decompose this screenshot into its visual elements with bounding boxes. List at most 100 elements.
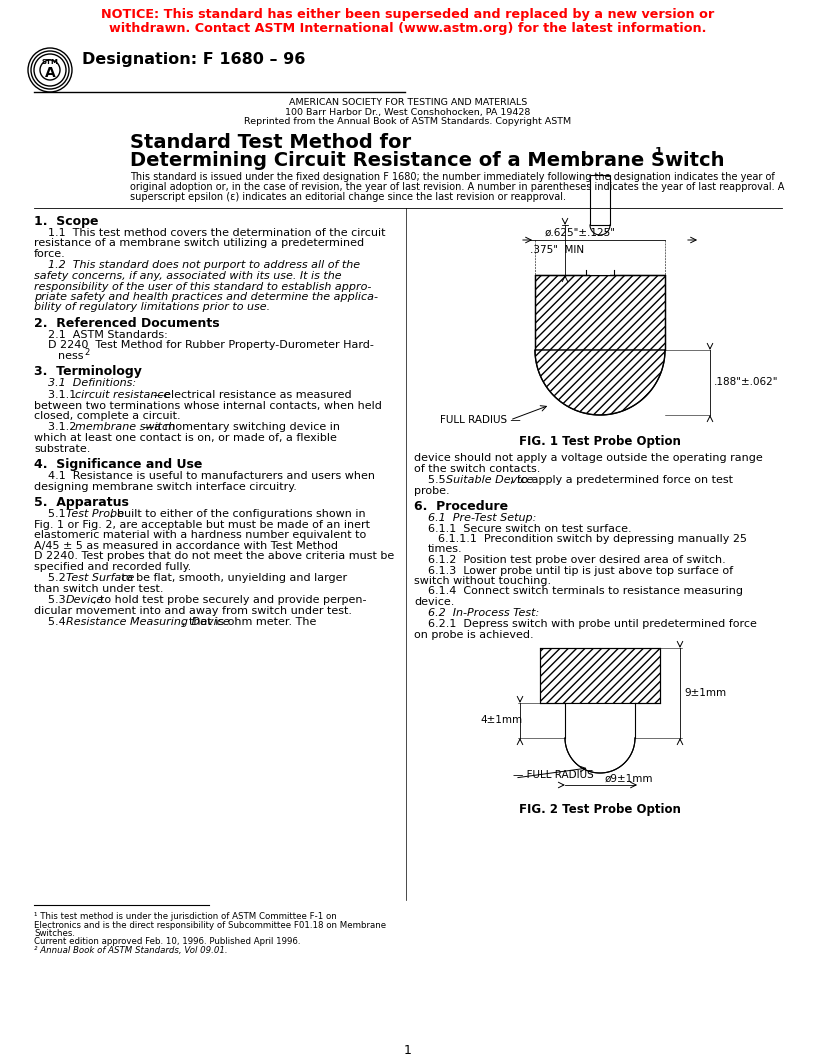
Text: times.: times. xyxy=(428,545,463,554)
Text: 5.3: 5.3 xyxy=(48,595,73,605)
Text: ¹ This test method is under the jurisdiction of ASTM Committee F-1 on: ¹ This test method is under the jurisdic… xyxy=(34,912,337,921)
Text: NOTICE: This standard has either been superseded and replaced by a new version o: NOTICE: This standard has either been su… xyxy=(101,8,715,21)
Text: 6.1.2  Position test probe over desired area of switch.: 6.1.2 Position test probe over desired a… xyxy=(428,555,725,565)
Text: FIG. 1 Test Probe Option: FIG. 1 Test Probe Option xyxy=(519,435,681,448)
Text: 1.2  This standard does not purport to address all of the: 1.2 This standard does not purport to ad… xyxy=(48,261,360,270)
Bar xyxy=(540,648,660,703)
Text: 3.1  Definitions:: 3.1 Definitions: xyxy=(48,378,136,389)
Text: resistance of a membrane switch utilizing a predetermined: resistance of a membrane switch utilizin… xyxy=(34,239,364,248)
Polygon shape xyxy=(565,738,635,773)
Text: force.: force. xyxy=(34,249,66,259)
Text: 2: 2 xyxy=(84,348,89,357)
Text: 1.  Scope: 1. Scope xyxy=(34,215,99,228)
Text: 3.1.1: 3.1.1 xyxy=(48,390,83,400)
Text: 5.5: 5.5 xyxy=(428,475,453,485)
Text: responsibility of the user of this standard to establish appro-: responsibility of the user of this stand… xyxy=(34,282,371,291)
Bar xyxy=(565,703,635,738)
Text: 5.2: 5.2 xyxy=(48,573,73,583)
Text: .375"  MIN: .375" MIN xyxy=(530,245,584,254)
Text: specified and recorded fully.: specified and recorded fully. xyxy=(34,562,191,571)
Text: ² Annual Book of ASTM Standards, Vol 09.01.: ² Annual Book of ASTM Standards, Vol 09.… xyxy=(34,946,228,955)
Text: A/45 ± 5 as measured in accordance with Test Method: A/45 ± 5 as measured in accordance with … xyxy=(34,541,338,550)
Text: 6.1.1.1  Precondition switch by depressing manually 25: 6.1.1.1 Precondition switch by depressin… xyxy=(438,534,747,544)
Text: D 2240. Test probes that do not meet the above criteria must be: D 2240. Test probes that do not meet the… xyxy=(34,551,394,561)
Text: Electronics and is the direct responsibility of Subcommittee F01.18 on Membrane: Electronics and is the direct responsibi… xyxy=(34,921,386,929)
Text: 4.1  Resistance is useful to manufacturers and users when: 4.1 Resistance is useful to manufacturer… xyxy=(48,471,375,480)
Text: Designation: F 1680 – 96: Designation: F 1680 – 96 xyxy=(82,52,305,67)
Text: device.: device. xyxy=(414,597,455,607)
Text: 6.1.3  Lower probe until tip is just above top surface of: 6.1.3 Lower probe until tip is just abov… xyxy=(428,566,733,576)
Text: of the switch contacts.: of the switch contacts. xyxy=(414,464,540,473)
Text: 6.2.1  Depress switch with probe until predetermined force: 6.2.1 Depress switch with probe until pr… xyxy=(428,619,757,629)
Text: device should not apply a voltage outside the operating range: device should not apply a voltage outsid… xyxy=(414,453,763,463)
Text: substrate.: substrate. xyxy=(34,444,91,453)
Text: Current edition approved Feb. 10, 1996. Published April 1996.: Current edition approved Feb. 10, 1996. … xyxy=(34,938,300,946)
Text: which at least one contact is on, or made of, a flexible: which at least one contact is on, or mad… xyxy=(34,433,337,444)
Text: 4±1mm: 4±1mm xyxy=(480,715,522,725)
Text: — FULL RADIUS: — FULL RADIUS xyxy=(513,770,594,780)
Text: 3.1.2: 3.1.2 xyxy=(48,422,83,433)
Text: —electrical resistance as measured: —electrical resistance as measured xyxy=(153,390,352,400)
Text: designing membrane switch interface circuitry.: designing membrane switch interface circ… xyxy=(34,482,297,491)
Text: —a momentary switching device in: —a momentary switching device in xyxy=(143,422,340,433)
Text: Suitable Device: Suitable Device xyxy=(446,475,534,485)
Text: 6.1.4  Connect switch terminals to resistance measuring: 6.1.4 Connect switch terminals to resist… xyxy=(428,586,743,597)
Text: , built to either of the configurations shown in: , built to either of the configurations … xyxy=(110,509,366,518)
Text: original adoption or, in the case of revision, the year of last revision. A numb: original adoption or, in the case of rev… xyxy=(130,182,784,192)
Text: Fig. 1 or Fig. 2, are acceptable but must be made of an inert: Fig. 1 or Fig. 2, are acceptable but mus… xyxy=(34,520,370,529)
Text: , that is ohm meter. The: , that is ohm meter. The xyxy=(182,617,317,627)
Text: circuit resistance: circuit resistance xyxy=(75,390,171,400)
Text: FULL RADIUS —: FULL RADIUS — xyxy=(440,415,521,425)
Text: 4.  Significance and Use: 4. Significance and Use xyxy=(34,458,202,471)
Text: 5.1: 5.1 xyxy=(48,509,73,518)
Text: STM: STM xyxy=(42,59,59,65)
Text: 100 Barr Harbor Dr., West Conshohocken, PA 19428: 100 Barr Harbor Dr., West Conshohocken, … xyxy=(286,108,530,117)
Text: , to apply a predetermined force on test: , to apply a predetermined force on test xyxy=(510,475,733,485)
Text: 9±1mm: 9±1mm xyxy=(684,689,726,698)
Text: than switch under test.: than switch under test. xyxy=(34,584,163,593)
Text: ø9±1mm: ø9±1mm xyxy=(605,774,654,784)
Text: closed, complete a circuit.: closed, complete a circuit. xyxy=(34,411,180,421)
Bar xyxy=(590,225,610,275)
Text: ness: ness xyxy=(58,351,87,361)
Text: between two terminations whose internal contacts, when held: between two terminations whose internal … xyxy=(34,400,382,411)
Text: membrane switch: membrane switch xyxy=(75,422,175,433)
Text: This standard is issued under the fixed designation F 1680; the number immediate: This standard is issued under the fixed … xyxy=(130,172,774,182)
Text: 6.1  Pre-Test Setup:: 6.1 Pre-Test Setup: xyxy=(428,513,536,523)
Bar xyxy=(590,175,610,225)
Text: .188"±.062": .188"±.062" xyxy=(714,377,778,386)
Text: , to hold test probe securely and provide perpen-: , to hold test probe securely and provid… xyxy=(93,595,366,605)
Bar xyxy=(535,275,665,350)
Polygon shape xyxy=(535,350,665,415)
Text: switch without touching.: switch without touching. xyxy=(414,576,551,586)
Text: priate safety and health practices and determine the applica-: priate safety and health practices and d… xyxy=(34,293,378,302)
Text: 2.1  ASTM Standards:: 2.1 ASTM Standards: xyxy=(48,329,168,340)
Text: 2.  Referenced Documents: 2. Referenced Documents xyxy=(34,317,220,329)
Text: elastomeric material with a hardness number equivalent to: elastomeric material with a hardness num… xyxy=(34,530,366,540)
Text: FIG. 2 Test Probe Option: FIG. 2 Test Probe Option xyxy=(519,803,681,816)
Text: Reprinted from the Annual Book of ASTM Standards. Copyright ASTM: Reprinted from the Annual Book of ASTM S… xyxy=(245,117,571,126)
Text: Standard Test Method for: Standard Test Method for xyxy=(130,133,411,152)
Text: 1.1  This test method covers the determination of the circuit: 1.1 This test method covers the determin… xyxy=(48,228,385,238)
Text: D 2240  Test Method for Rubber Property-Durometer Hard-: D 2240 Test Method for Rubber Property-D… xyxy=(48,340,374,351)
Text: Switches.: Switches. xyxy=(34,929,75,938)
Text: 5.4: 5.4 xyxy=(48,617,73,627)
Text: Test Probe: Test Probe xyxy=(66,509,124,518)
Text: ø.625"±.125": ø.625"±.125" xyxy=(545,228,616,238)
Text: 6.  Procedure: 6. Procedure xyxy=(414,499,508,513)
Text: 1: 1 xyxy=(655,147,663,157)
Text: 6.2  In-Process Test:: 6.2 In-Process Test: xyxy=(428,608,539,619)
Text: Determining Circuit Resistance of a Membrane Switch: Determining Circuit Resistance of a Memb… xyxy=(130,151,725,170)
Text: 6.1.1  Secure switch on test surface.: 6.1.1 Secure switch on test surface. xyxy=(428,524,632,533)
Text: AMERICAN SOCIETY FOR TESTING AND MATERIALS: AMERICAN SOCIETY FOR TESTING AND MATERIA… xyxy=(289,98,527,107)
Text: Resistance Measuring Device: Resistance Measuring Device xyxy=(66,617,230,627)
Text: probe.: probe. xyxy=(414,486,450,495)
Text: A: A xyxy=(45,65,55,80)
Text: safety concerns, if any, associated with its use. It is the: safety concerns, if any, associated with… xyxy=(34,271,342,281)
Text: 1: 1 xyxy=(404,1044,412,1056)
Text: Device: Device xyxy=(66,595,104,605)
Text: superscript epsilon (ε) indicates an editorial change since the last revision or: superscript epsilon (ε) indicates an edi… xyxy=(130,192,566,202)
Text: to be flat, smooth, unyielding and larger: to be flat, smooth, unyielding and large… xyxy=(118,573,347,583)
Text: on probe is achieved.: on probe is achieved. xyxy=(414,629,534,640)
Text: dicular movement into and away from switch under test.: dicular movement into and away from swit… xyxy=(34,605,352,616)
